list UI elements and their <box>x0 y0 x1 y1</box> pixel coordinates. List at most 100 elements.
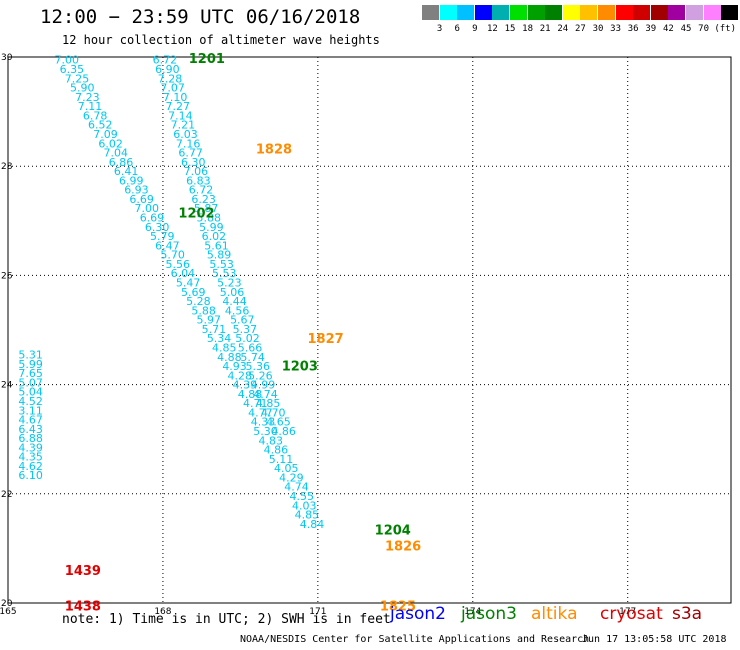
legend-label: 36 <box>627 24 639 34</box>
legend-swatch <box>686 5 703 20</box>
legend-label: 21 <box>539 24 551 34</box>
wave-height-value: 5.70 <box>160 249 185 262</box>
legend-swatch <box>510 5 527 20</box>
legend-label: 18 <box>522 24 534 34</box>
lat-tick-label: 26 <box>1 271 13 281</box>
lon-tick-label: 171 <box>309 607 326 617</box>
track-label: 1201 <box>189 52 225 67</box>
wave-height-value: 4.05 <box>274 462 299 475</box>
wave-height-value: 4.99 <box>251 379 276 392</box>
lat-tick-label: 30 <box>1 53 13 63</box>
lon-tick-label: 177 <box>619 607 636 617</box>
wave-height-value: 5.37 <box>233 323 258 336</box>
wave-height-value: 4.67 <box>18 414 43 427</box>
track-label: 1202 <box>178 207 214 222</box>
wave-height-value: 6.72 <box>153 54 178 67</box>
wave-height-value: 6.93 <box>124 184 149 197</box>
wave-height-value: 5.06 <box>220 286 245 299</box>
legend-swatch <box>650 5 668 20</box>
lon-tick-label: 165 <box>0 607 17 617</box>
track-label: 1203 <box>282 359 318 374</box>
lat-tick-label: 28 <box>1 162 13 172</box>
plot-frame <box>7 56 732 604</box>
wave-height-value: 4.74 <box>253 388 278 401</box>
wave-height-value: 6.52 <box>88 119 113 132</box>
legend-swatch <box>439 5 457 20</box>
wave-height-value: 6.72 <box>189 184 214 197</box>
wave-height-value: 4.74 <box>284 481 309 494</box>
legend-swatch <box>527 5 545 20</box>
wave-height-value: 4.35 <box>18 451 43 464</box>
wave-height-value: 5.36 <box>246 360 270 373</box>
wave-height-value: 4.86 <box>264 444 289 457</box>
wave-height-value: 4.88 <box>217 351 242 364</box>
lat-tick-label: 20 <box>1 599 13 609</box>
wave-height-value: 4.88 <box>238 388 263 401</box>
wave-height-value: 7.16 <box>176 137 201 150</box>
wave-height-value: 6.41 <box>114 165 139 178</box>
wave-height-value: 5.79 <box>150 230 175 243</box>
wave-height-values: 7.006.357.255.907.237.116.786.527.096.02… <box>18 54 324 531</box>
wave-height-value: 4.44 <box>222 295 247 308</box>
wave-height-value: 6.04 <box>171 267 196 280</box>
legend-label: 15 <box>504 24 516 34</box>
wave-height-value: 7.10 <box>163 91 188 104</box>
track-labels: 1201 1202 1203 1204 1828 1827 1826 1825 1439 1438 <box>65 52 421 615</box>
wave-height-value: 5.47 <box>176 276 201 289</box>
wave-height-value: 4.71 <box>243 397 268 410</box>
wave-height-value: 4.86 <box>271 425 296 438</box>
axis-ticks: 165 168 171 174 177 30 28 26 24 22 20 <box>0 53 636 617</box>
wave-height-value: 5.28 <box>186 295 211 308</box>
satellite-name: s3a <box>672 604 703 624</box>
wave-height-value: 5.04 <box>18 386 43 399</box>
satellite-name: jason3 <box>461 604 517 624</box>
legend-swatch <box>422 5 439 20</box>
legend-swatch <box>562 5 580 20</box>
wave-height-value: 5.88 <box>196 212 221 225</box>
lat-tick-label: 22 <box>1 490 12 500</box>
wave-height-value: 5.69 <box>181 286 206 299</box>
generated-time: Jun 17 13:05:58 UTC 2018 <box>582 634 727 645</box>
wave-height-value: 5.90 <box>70 82 95 95</box>
wave-height-value: 6.30 <box>181 156 206 169</box>
wave-height-value: 5.67 <box>230 314 255 327</box>
wave-height-value: 4.70 <box>261 406 286 419</box>
wave-height-value: 7.11 <box>78 100 103 113</box>
wave-height-value: 4.62 <box>18 460 43 473</box>
legend-swatch <box>545 5 563 20</box>
wave-height-value: 4.28 <box>227 369 252 382</box>
wave-height-value: 7.07 <box>160 82 185 95</box>
wave-height-value: 7.23 <box>75 91 100 104</box>
lon-tick-label: 174 <box>464 607 481 617</box>
legend-swatch <box>721 5 739 20</box>
legend-label: 9 <box>472 24 478 34</box>
wave-height-value: 6.03 <box>173 128 198 141</box>
wave-height-value: 5.31 <box>18 349 43 362</box>
wave-height-value: 6.23 <box>191 193 216 206</box>
map-title: 12:00 − 23:59 UTC 06/16/2018 <box>40 6 361 28</box>
wave-height-value: 5.97 <box>196 314 221 327</box>
track-label: 1825 <box>380 600 416 615</box>
credit: NOAA/NESDIS Center for Satellite Applica… <box>240 634 590 645</box>
wave-height-value: 5.23 <box>217 276 242 289</box>
legend-unit: (ft) <box>714 24 737 34</box>
map-subtitle: 12 hour collection of altimeter wave hei… <box>62 33 380 47</box>
wave-height-value: 4.85 <box>256 397 281 410</box>
wave-height-value: 5.99 <box>18 358 43 371</box>
wave-height-value: 7.00 <box>54 54 79 67</box>
wave-height-value: 5.02 <box>235 332 260 345</box>
wave-height-value: 7.21 <box>171 119 196 132</box>
wave-height-value: 6.77 <box>178 147 203 160</box>
track-label: 1439 <box>65 564 101 579</box>
wave-height-value: 7.06 <box>184 165 209 178</box>
wave-height-value: 7.65 <box>18 367 43 380</box>
wave-height-value: 6.35 <box>60 63 84 76</box>
wave-height-value: 4.85 <box>212 341 237 354</box>
wave-height-value: 4.52 <box>18 395 43 408</box>
legend-label: 6 <box>454 24 460 34</box>
wave-height-value: 6.69 <box>140 212 165 225</box>
legend-label: 24 <box>557 24 569 34</box>
legend-label: 45 <box>680 24 692 34</box>
wave-height-value: 3.11 <box>18 404 43 417</box>
wave-height-value: 7.28 <box>158 72 183 85</box>
